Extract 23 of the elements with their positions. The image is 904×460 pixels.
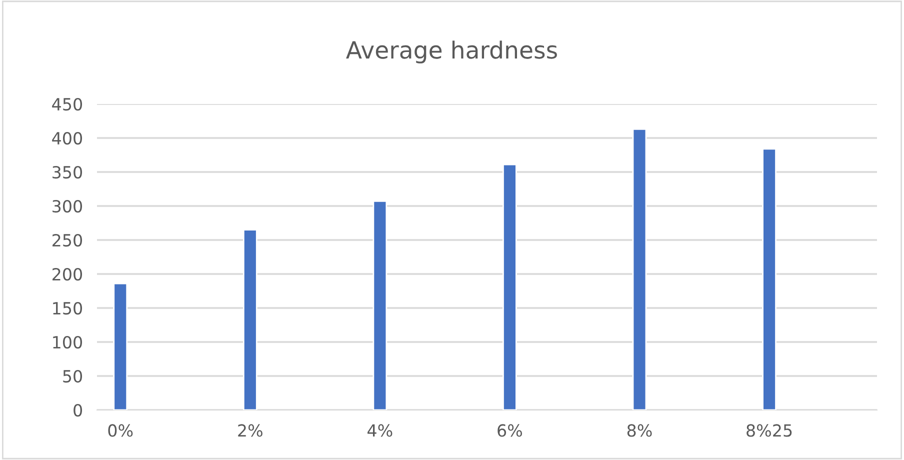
x-tick-label: 4% [368,424,392,437]
y-tick-label: 450 [52,98,82,111]
y-tick-label: 400 [52,132,82,145]
bar [762,148,776,410]
bar [372,200,388,410]
bar [502,164,517,410]
y-tick-label: 300 [52,200,82,213]
x-tick-label: 8%25 [746,424,792,437]
y-tick-label: 50 [63,370,82,383]
y-tick-label: 0 [74,404,82,417]
bar [632,128,647,410]
chart-title: Average hardness [346,40,557,64]
y-tick-label: 150 [53,302,82,315]
bar [242,229,258,410]
y-tick-label: 250 [52,234,82,247]
x-tick-label: 8% [627,424,652,437]
x-tick-label: 2% [238,424,262,437]
bar [113,282,128,410]
y-tick-label: 100 [53,336,82,349]
y-tick-label: 350 [52,166,82,179]
x-tick-label: 0% [108,424,133,437]
y-tick-label: 200 [52,268,82,281]
x-tick-label: 6% [498,424,522,437]
